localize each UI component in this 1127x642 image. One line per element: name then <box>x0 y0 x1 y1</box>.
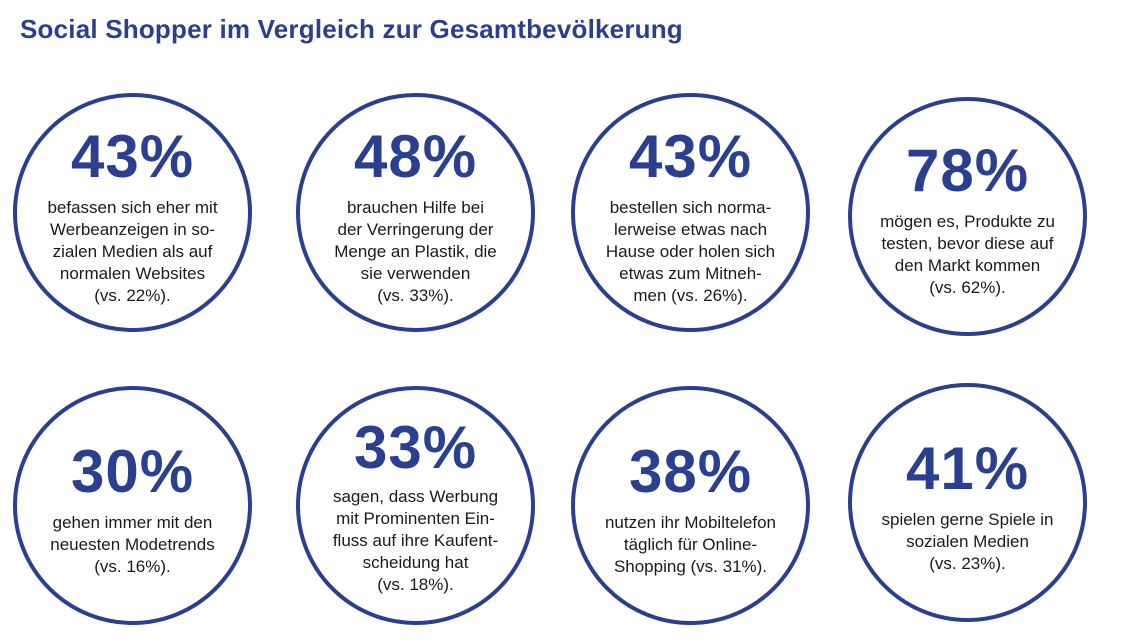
stat-circle-social-games: 41% spielen gerne Spiele in sozialen Med… <box>848 383 1087 622</box>
stat-circle-product-testing: 78% mögen es, Produkte zu testen, bevor … <box>848 97 1087 336</box>
stat-circle-takeaway: 43% bestellen sich norma- lerweise etwas… <box>571 93 810 332</box>
stat-percentage: 30% <box>70 438 195 505</box>
stat-description: mögen es, Produkte zu testen, bevor dies… <box>880 212 1055 297</box>
stat-description: nutzen ihr Mobiltelefon täglich für Onli… <box>604 513 777 576</box>
stat-percentage: 43% <box>70 123 195 190</box>
stat-circle-fashion: 30% gehen immer mit den neuesten Modetre… <box>13 386 252 625</box>
stat-circle-mobile-shopping: 38% nutzen ihr Mobiltelefon täglich für … <box>571 386 810 625</box>
stat-percentage: 78% <box>905 137 1030 204</box>
stat-description: befassen sich eher mit Werbeanzeigen in … <box>47 198 218 305</box>
stat-percentage: 48% <box>353 123 478 190</box>
stat-percentage: 33% <box>353 414 478 481</box>
stat-percentage: 38% <box>628 438 753 505</box>
page-title: Social Shopper im Vergleich zur Gesamtbe… <box>20 14 683 44</box>
stat-description: spielen gerne Spiele in sozialen Medien … <box>881 510 1054 573</box>
stat-circle-celebrity-ads: 33% sagen, dass Werbung mit Prominenten … <box>296 386 535 625</box>
stat-description: sagen, dass Werbung mit Prominenten Ein-… <box>332 487 499 594</box>
stat-description: bestellen sich norma- lerweise etwas nac… <box>605 198 776 305</box>
stat-description: gehen immer mit den neuesten Modetrends … <box>50 513 215 576</box>
stat-circle-ads: 43% befassen sich eher mit Werbeanzeigen… <box>13 93 252 332</box>
stat-description: brauchen Hilfe bei der Verringerung der … <box>334 198 497 305</box>
stat-percentage: 41% <box>905 435 1030 502</box>
stat-percentage: 43% <box>628 123 753 190</box>
stat-circle-plastic: 48% brauchen Hilfe bei der Verringerung … <box>296 93 535 332</box>
